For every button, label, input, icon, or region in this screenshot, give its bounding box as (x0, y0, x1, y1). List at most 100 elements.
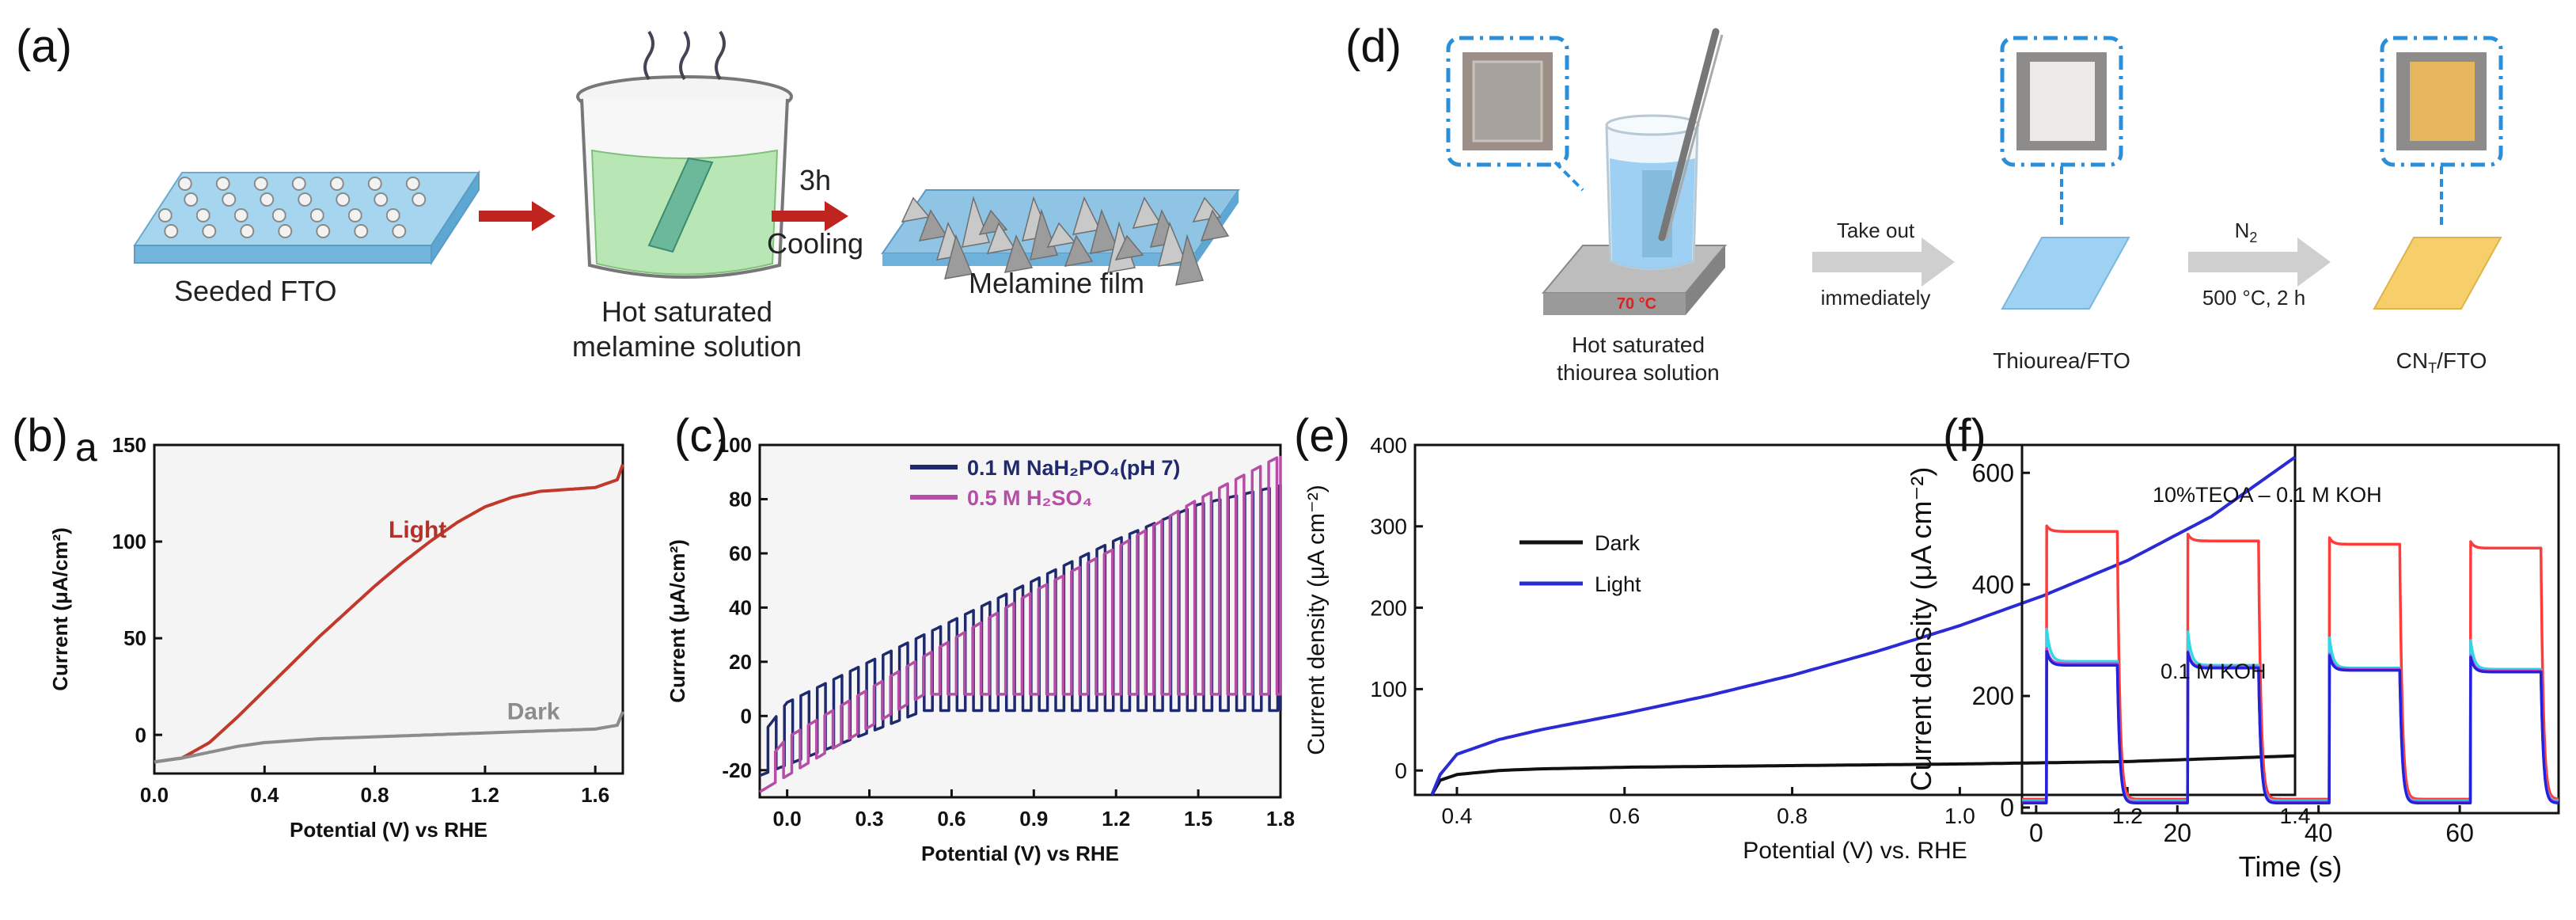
melamine-film-caption: Melamine film (969, 267, 1144, 299)
melamine-crystal (943, 234, 973, 279)
y-tick-label: 0 (135, 723, 146, 747)
x-tick-label: 60 (2445, 819, 2474, 847)
melamine-beaker-illustration (576, 30, 793, 279)
seed-particle (157, 208, 173, 222)
y-tick-label: 60 (729, 542, 752, 565)
panel-d: (d) 70 °C Hot saturated thiourea solutio… (1345, 21, 2503, 385)
x-tick-label: 40 (2305, 819, 2333, 847)
panel-b-label: (b) (12, 410, 68, 462)
thiourea-caption-line1: Hot saturated (1572, 333, 1705, 357)
y-tick-label: 0 (2000, 793, 2014, 822)
thiourea-caption-line2: thiourea solution (1557, 360, 1719, 385)
seed-particle (392, 224, 407, 238)
seed-particle (195, 208, 211, 222)
hotplate-temperature: 70 °C (1617, 295, 1656, 313)
y-axis-label: Current (μA/cm²) (48, 527, 72, 691)
arrow-time-label: 3h (799, 164, 831, 196)
series-line-3 (2020, 649, 2560, 805)
series-line-nah2po4 (759, 484, 1282, 777)
plot-background (154, 445, 623, 774)
y-tick-label: 0 (1394, 758, 1407, 783)
arrow-anneal-gas-label: N2 (2235, 219, 2258, 245)
x-tick-label: 1.4 (2280, 804, 2311, 828)
melamine-crystals (901, 196, 1230, 286)
x-tick-label: 0.0 (773, 807, 802, 831)
melamine-crystal (901, 196, 931, 222)
x-tick-label: 0.8 (361, 783, 389, 807)
x-tick-label: 1.8 (1266, 807, 1295, 831)
series-label-dark: Dark (507, 699, 560, 725)
seed-particle (354, 224, 369, 238)
melamine-crystal (1175, 234, 1205, 286)
melamine-crystal (1157, 221, 1187, 267)
melamine-crystal (1072, 196, 1102, 235)
x-tick-label: 1.5 (1184, 807, 1212, 831)
panel-a: (a) Seeded FTO Hot saturated melamine so… (16, 21, 1240, 363)
y-tick-label: 100 (112, 530, 146, 553)
seed-particle (253, 177, 268, 191)
melamine-crystal (986, 222, 1016, 254)
series-line-h2so4 (759, 455, 1282, 793)
seed-particle (316, 224, 331, 238)
seed-particle (291, 177, 306, 191)
panel-f-label: (f) (1943, 410, 1986, 462)
seed-particles (157, 177, 427, 238)
seed-particle (177, 177, 192, 191)
legend-label: 0.5 M H₂SO₄ (967, 486, 1092, 510)
y-tick-label: 400 (1370, 433, 1407, 458)
series-line-dark (1430, 754, 2296, 796)
melamine-crystal (1030, 208, 1059, 260)
series-label-light: Light (389, 517, 446, 543)
seed-particle (347, 208, 362, 222)
y-axis-label: Current density (μA cm⁻²) (1303, 485, 1330, 755)
seed-particle (271, 208, 286, 222)
x-tick-label: 1.0 (1944, 804, 1975, 828)
seed-particle (329, 177, 344, 191)
arrow-take-out-label: Take out (1837, 219, 1915, 242)
arrow-anneal (2188, 238, 2331, 287)
y-tick-label: 200 (1370, 595, 1407, 620)
y-tick-label: 100 (718, 433, 752, 457)
melamine-crystal (1064, 234, 1094, 267)
seed-particle (202, 224, 217, 238)
seed-particle (405, 177, 420, 191)
seed-particle (260, 192, 275, 207)
melamine-crystal (1114, 234, 1144, 260)
seed-particle (336, 192, 351, 207)
seed-particle (412, 192, 427, 207)
y-tick-label: 400 (1972, 570, 2014, 599)
y-tick-label: 150 (112, 433, 146, 457)
y-tick-label: 0 (741, 704, 752, 728)
x-tick-label: 0.6 (1609, 804, 1640, 828)
y-tick-label: -20 (722, 758, 752, 782)
x-axis-label: Time (s) (2239, 850, 2343, 883)
arrow-cooling (772, 201, 848, 231)
seed-particle (184, 192, 199, 207)
plot-frame (1413, 443, 2297, 796)
x-tick-label: 0.4 (1441, 804, 1472, 828)
melamine-crystal (1046, 222, 1076, 248)
panel-d-label: (d) (1345, 21, 1402, 72)
y-tick-label: 100 (1370, 677, 1407, 701)
y-axis-label: Current density (μA cm⁻²) (1905, 467, 1937, 792)
seed-particle (374, 192, 389, 207)
annotation-koh: 0.1 M KOH (2161, 660, 2267, 683)
melamine-film-illustration (881, 189, 1240, 286)
arrow-to-solution (479, 201, 556, 231)
y-tick-label: 200 (1972, 682, 2014, 710)
x-tick-label: 0.4 (250, 783, 279, 807)
legend-label: 0.1 M NaH₂PO₄(pH 7) (967, 456, 1180, 480)
seed-particle (385, 208, 400, 222)
melamine-crystal (1200, 209, 1230, 241)
y-tick-label: 600 (1972, 458, 2014, 487)
melamine-crystal (1003, 234, 1034, 273)
seed-particle (298, 192, 313, 207)
x-tick-label: 0.0 (140, 783, 169, 807)
thiourea-beaker-illustration (1541, 28, 1728, 315)
axes: 0.0 0.4 0.8 1.2 1.6 0 50 100 150 (112, 433, 624, 807)
panel-e-label: (e) (1294, 410, 1350, 462)
callout-thiourea (2000, 36, 2123, 230)
seeded-fto-illustration (133, 169, 480, 266)
